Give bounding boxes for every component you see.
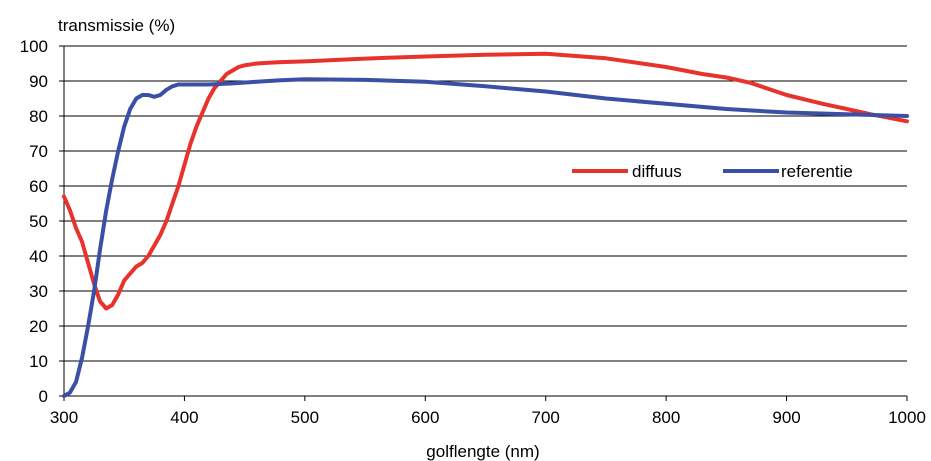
y-tick-label: 0 (39, 387, 48, 406)
y-tick-label: 50 (29, 212, 48, 231)
y-tick-label: 90 (29, 72, 48, 91)
x-tick-label: 600 (411, 408, 439, 427)
axes (63, 46, 908, 401)
x-tick-labels: 300 400 500 600 700 800 900 1000 (50, 408, 926, 427)
x-axis-label: golflengte (nm) (426, 442, 539, 461)
y-tick-label: 40 (29, 247, 48, 266)
y-tick-label: 60 (29, 177, 48, 196)
y-tick-label: 30 (29, 282, 48, 301)
series-line-referentie (62, 77, 909, 398)
y-tick-label: 20 (29, 317, 48, 336)
x-tick-label: 800 (652, 408, 680, 427)
series-lines (62, 51, 909, 398)
series-line-diffuus (62, 51, 909, 311)
x-tick-label: 700 (532, 408, 560, 427)
y-tick-label: 70 (29, 142, 48, 161)
y-tick-label: 10 (29, 352, 48, 371)
y-axis-label: transmissie (%) (58, 16, 175, 35)
x-tick-label: 500 (291, 408, 319, 427)
gridlines (59, 45, 907, 397)
x-tick-label: 300 (50, 408, 78, 427)
legend: diffuus referentie (572, 162, 853, 181)
y-tick-label: 80 (29, 107, 48, 126)
x-tick-label: 400 (170, 408, 198, 427)
x-tick-label: 900 (772, 408, 800, 427)
legend-label-referentie: referentie (781, 162, 853, 181)
y-tick-label: 100 (20, 37, 48, 56)
y-tick-labels: 0 10 20 30 40 50 60 70 80 90 100 (20, 37, 48, 406)
x-tick-label: 1000 (888, 408, 926, 427)
legend-label-diffuus: diffuus (632, 162, 682, 181)
